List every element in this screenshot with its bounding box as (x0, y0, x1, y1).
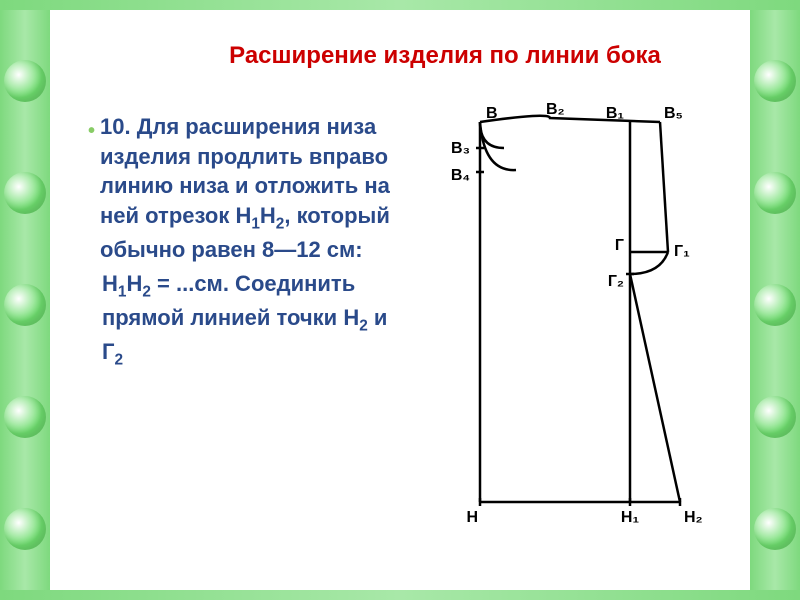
border-circle (754, 508, 796, 550)
pattern-diagram: В В₂ В₁ В₅ В₃ В₄ Г Г₁ Г₂ Н Н₁ Н₂ (420, 102, 710, 532)
slide-title: Расширение изделия по линии бока (180, 42, 710, 70)
svg-text:Н₂: Н₂ (684, 509, 703, 526)
border-circle (4, 396, 46, 438)
svg-text:В₂: В₂ (546, 102, 565, 118)
border-circle (754, 396, 796, 438)
border-circle (754, 60, 796, 102)
slide-content: Расширение изделия по линии бока • 10. Д… (60, 12, 740, 588)
body-text: • 10. Для расширения низа изделия продли… (88, 112, 408, 372)
svg-text:Н₁: Н₁ (621, 509, 640, 526)
bullet-icon: • (88, 112, 100, 265)
svg-text:В: В (486, 105, 498, 122)
svg-text:Г₂: Г₂ (608, 273, 624, 290)
svg-text:В₄: В₄ (451, 167, 470, 184)
svg-text:В₃: В₃ (451, 140, 470, 157)
svg-text:Н: Н (466, 509, 478, 526)
paragraph-2: Н1Н2 = ...см. Соединить прямой линией то… (88, 269, 408, 372)
svg-text:Г₁: Г₁ (674, 243, 690, 260)
border-bottom (0, 590, 800, 600)
paragraph-1: 10. Для расширения низа изделия продлить… (100, 112, 408, 265)
border-circle (754, 172, 796, 214)
border-circle (4, 172, 46, 214)
svg-text:В₁: В₁ (606, 105, 625, 122)
border-circle (4, 508, 46, 550)
border-top (0, 0, 800, 10)
border-circle (4, 60, 46, 102)
svg-text:Г: Г (615, 237, 624, 254)
border-circle (754, 284, 796, 326)
border-circle (4, 284, 46, 326)
svg-text:В₅: В₅ (664, 105, 683, 122)
